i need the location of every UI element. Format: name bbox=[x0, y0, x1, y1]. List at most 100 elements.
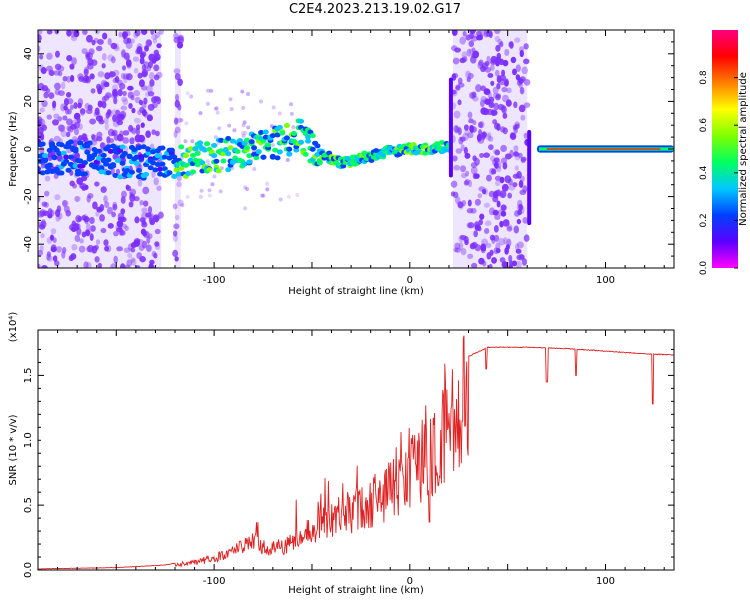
noise-point bbox=[481, 188, 487, 195]
noise-point bbox=[467, 199, 472, 207]
trace-point bbox=[157, 166, 164, 172]
noise-point bbox=[488, 101, 495, 108]
noise-point bbox=[494, 30, 501, 35]
noise-point bbox=[146, 235, 151, 244]
trace-point bbox=[96, 155, 103, 161]
trace-point bbox=[140, 144, 147, 150]
noise-point bbox=[487, 132, 492, 138]
noise-point bbox=[142, 231, 148, 237]
noise-point bbox=[135, 47, 143, 55]
noise-point bbox=[45, 88, 51, 94]
trace-point bbox=[211, 142, 218, 148]
noise-point bbox=[79, 108, 86, 115]
noise-point bbox=[495, 189, 501, 197]
trace-point bbox=[81, 171, 88, 177]
noise-point bbox=[74, 234, 81, 243]
trace-point bbox=[274, 132, 281, 138]
noise-point bbox=[38, 263, 41, 268]
noise-point bbox=[471, 262, 478, 268]
trace-point bbox=[182, 153, 189, 159]
trace-point bbox=[225, 151, 232, 157]
noise-point bbox=[39, 107, 45, 113]
noise-point bbox=[495, 44, 501, 52]
noise-point bbox=[82, 30, 88, 35]
noise-point bbox=[450, 180, 458, 188]
trace-point bbox=[39, 170, 46, 176]
noise-point bbox=[494, 161, 499, 169]
trace-point bbox=[39, 141, 46, 147]
noise-point bbox=[493, 157, 500, 163]
noise-point bbox=[86, 195, 91, 203]
noise-point bbox=[96, 83, 102, 91]
noise-point bbox=[479, 30, 486, 37]
noise-point bbox=[46, 65, 53, 72]
noise-point bbox=[499, 190, 507, 199]
noise-point bbox=[151, 34, 158, 40]
trace-point bbox=[197, 140, 204, 146]
noise-point bbox=[241, 105, 246, 110]
noise-point bbox=[121, 96, 128, 103]
trace-point bbox=[248, 139, 255, 145]
noise-point bbox=[52, 255, 58, 262]
noise-point bbox=[485, 30, 493, 37]
noise-point bbox=[122, 98, 129, 106]
noise-point bbox=[519, 46, 525, 53]
noise-point bbox=[106, 206, 113, 215]
noise-point bbox=[467, 132, 474, 139]
noise-point bbox=[128, 201, 134, 208]
noise-point bbox=[518, 180, 524, 188]
noise-point bbox=[174, 94, 180, 102]
noise-point bbox=[470, 126, 478, 133]
noise-point bbox=[156, 96, 161, 105]
trace-point bbox=[77, 158, 84, 164]
y-tick-label: 0.0 bbox=[23, 562, 34, 578]
noise-point bbox=[477, 226, 482, 232]
noise-point bbox=[125, 73, 133, 81]
noise-point bbox=[53, 70, 60, 76]
noise-point bbox=[83, 184, 89, 190]
trace-point bbox=[227, 145, 234, 151]
noise-point bbox=[126, 62, 132, 69]
noise-point bbox=[66, 91, 72, 98]
noise-point bbox=[460, 165, 466, 173]
noise-point bbox=[133, 67, 139, 74]
noise-point bbox=[489, 64, 495, 72]
noise-point bbox=[172, 234, 178, 242]
noise-point bbox=[115, 109, 121, 117]
noise-point bbox=[479, 99, 485, 108]
noise-point bbox=[73, 102, 78, 109]
noise-point bbox=[141, 221, 148, 228]
noise-point bbox=[123, 52, 130, 60]
noise-point bbox=[486, 242, 492, 248]
stable-trace-core bbox=[546, 148, 661, 150]
noise-point bbox=[38, 132, 43, 138]
noise-point bbox=[494, 35, 500, 43]
noise-point bbox=[125, 41, 133, 49]
noise-point bbox=[492, 148, 500, 155]
noise-point bbox=[492, 93, 499, 99]
noise-point bbox=[460, 172, 467, 179]
noise-point bbox=[481, 131, 488, 138]
trace-point bbox=[272, 147, 279, 153]
noise-point bbox=[228, 97, 233, 102]
noise-point bbox=[62, 200, 69, 207]
noise-point bbox=[145, 130, 151, 138]
noise-point bbox=[111, 211, 116, 218]
noise-point bbox=[475, 84, 482, 93]
noise-point bbox=[66, 30, 72, 37]
trace-point bbox=[438, 139, 445, 145]
noise-point bbox=[108, 71, 116, 78]
noise-point bbox=[450, 191, 456, 197]
noise-point bbox=[122, 137, 130, 144]
trace-point bbox=[150, 160, 157, 166]
trace-point bbox=[81, 160, 88, 166]
noise-point bbox=[133, 90, 141, 97]
noise-point bbox=[136, 43, 143, 51]
trace-point bbox=[154, 153, 161, 159]
noise-point bbox=[113, 96, 118, 105]
noise-point bbox=[117, 222, 123, 230]
noise-point bbox=[94, 107, 100, 116]
noise-point bbox=[190, 139, 195, 144]
noise-point bbox=[520, 157, 526, 164]
